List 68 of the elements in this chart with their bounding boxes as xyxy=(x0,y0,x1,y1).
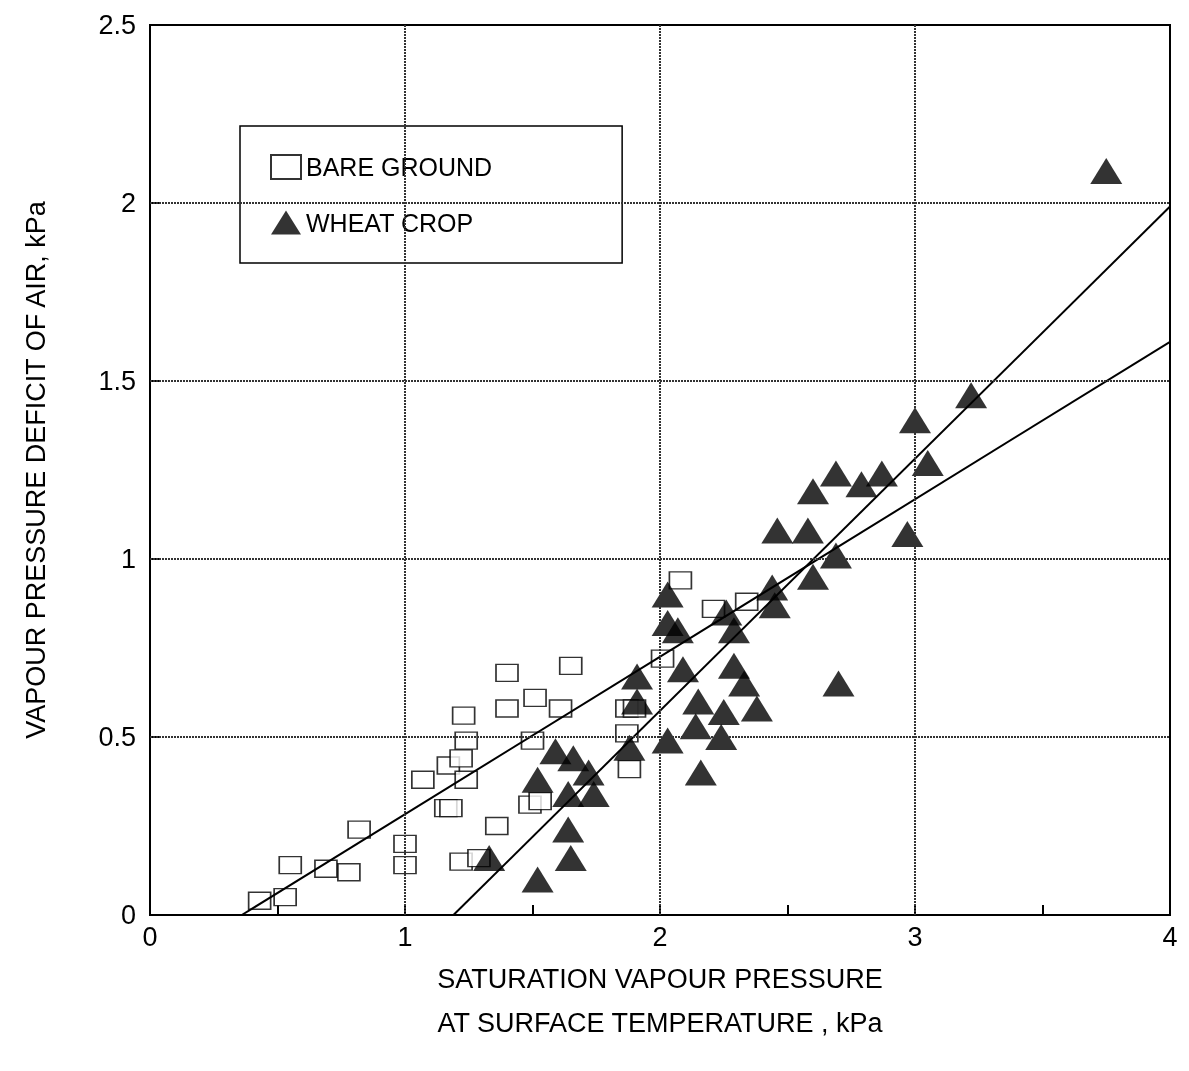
point xyxy=(717,617,750,644)
x-tick-label: 1 xyxy=(397,921,413,952)
point xyxy=(393,855,417,875)
point xyxy=(651,581,684,608)
point xyxy=(617,759,642,779)
point xyxy=(554,845,587,872)
point xyxy=(572,759,605,786)
point xyxy=(797,478,829,505)
y-tick-label: 1 xyxy=(120,544,136,574)
point xyxy=(278,855,302,875)
point xyxy=(273,887,297,907)
x-tick-label: 3 xyxy=(907,921,923,952)
x-tick-label: 0 xyxy=(142,921,158,952)
point xyxy=(728,670,761,697)
point xyxy=(528,791,552,811)
point xyxy=(705,724,738,750)
point xyxy=(347,820,371,839)
point xyxy=(661,617,694,644)
point xyxy=(449,749,473,768)
point xyxy=(393,834,417,854)
point xyxy=(911,449,944,476)
point xyxy=(521,866,554,893)
legend-label: WHEAT CROP xyxy=(306,208,474,237)
y-axis-title: VAPOUR PRESSURE DEFICIT OF AIR, kPa xyxy=(21,200,51,739)
x-axis-title: SATURATION VAPOUR PRESSURE AT SURFACE TEMPERATURE , kPa xyxy=(437,964,884,1038)
point xyxy=(1090,157,1123,184)
point xyxy=(613,734,646,761)
point xyxy=(552,816,585,843)
y-tick-label: 0 xyxy=(120,900,136,930)
point xyxy=(495,699,519,718)
y-tick-label: 0.5 xyxy=(98,722,136,752)
x-tick-label: 4 xyxy=(1162,921,1178,952)
point xyxy=(621,688,654,715)
point xyxy=(668,571,693,590)
point xyxy=(791,517,824,544)
point xyxy=(845,471,878,498)
point xyxy=(682,688,715,715)
point xyxy=(822,670,855,697)
y-tick-label: 2.5 xyxy=(98,10,136,40)
point xyxy=(707,699,740,726)
point xyxy=(521,766,554,793)
point xyxy=(523,688,547,708)
point xyxy=(337,863,361,882)
y-tick-label: 2 xyxy=(120,188,136,218)
point xyxy=(684,759,717,786)
point xyxy=(761,517,794,544)
legend-label: BARE GROUND xyxy=(306,153,493,181)
point xyxy=(740,695,773,722)
point xyxy=(451,706,476,725)
point xyxy=(485,816,509,836)
point xyxy=(651,727,684,754)
point xyxy=(865,460,898,487)
point xyxy=(758,592,791,619)
point xyxy=(495,663,519,683)
point xyxy=(819,460,852,487)
point xyxy=(891,521,924,548)
point xyxy=(439,798,463,818)
point xyxy=(621,663,654,690)
point xyxy=(797,563,829,590)
point xyxy=(899,407,931,434)
point xyxy=(411,770,435,789)
point xyxy=(473,845,506,872)
point xyxy=(548,699,573,718)
x-tick-label: 2 xyxy=(652,921,668,952)
point xyxy=(666,656,699,683)
point xyxy=(559,656,583,676)
point xyxy=(454,731,478,750)
y-tick-label: 1.5 xyxy=(98,366,136,396)
